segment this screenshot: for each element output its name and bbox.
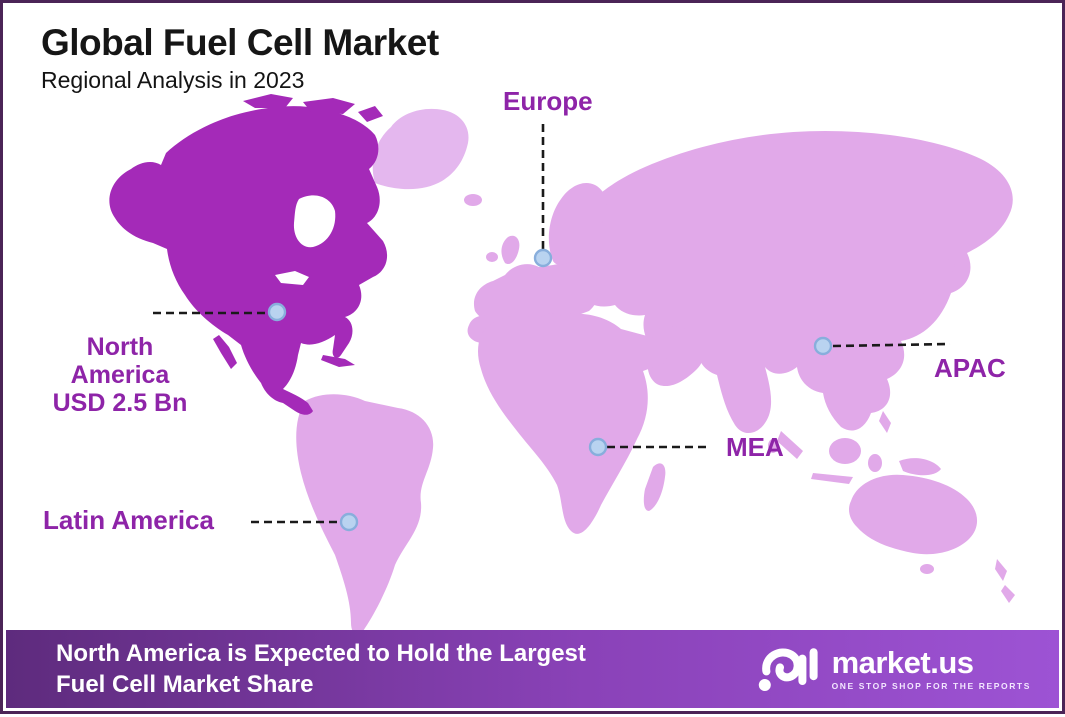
region-label-apac: APAC bbox=[934, 353, 1006, 383]
region-japan bbox=[918, 259, 955, 310]
region-arabia bbox=[647, 326, 704, 387]
region-java bbox=[811, 473, 853, 484]
region-tasmania bbox=[920, 564, 934, 574]
region-europe-mainland bbox=[473, 263, 598, 324]
region-iceland bbox=[464, 194, 482, 206]
marketus-logo-text: market.us ONE STOP SHOP FOR THE REPORTS bbox=[831, 644, 1031, 691]
region-asia bbox=[559, 131, 1013, 434]
region-new-zealand bbox=[995, 559, 1015, 603]
region-australia bbox=[849, 474, 978, 555]
region-label-mea: MEA bbox=[726, 432, 784, 462]
world-map bbox=[109, 94, 1015, 635]
north-america-name: North America bbox=[70, 333, 170, 389]
page-subtitle: Regional Analysis in 2023 bbox=[41, 67, 305, 93]
logo-tagline: ONE STOP SHOP FOR THE REPORTS bbox=[831, 680, 1031, 691]
region-caribbean bbox=[321, 355, 355, 367]
header: Global Fuel Cell Market Regional Analysi… bbox=[41, 21, 439, 94]
great-lakes bbox=[275, 271, 309, 285]
region-greenland bbox=[372, 108, 469, 190]
banner-line1: North America is Expected to Hold the La… bbox=[56, 640, 586, 667]
region-new-guinea bbox=[899, 458, 941, 476]
region-label-europe: Europe bbox=[503, 86, 593, 116]
marketus-logo-icon bbox=[758, 648, 818, 691]
marker-mea bbox=[588, 437, 608, 457]
banner-text: North America is Expected to Hold the La… bbox=[56, 638, 586, 700]
region-north-america bbox=[109, 106, 388, 415]
region-borneo bbox=[829, 438, 861, 464]
north-america-value: USD 2.5 Bn bbox=[52, 389, 188, 417]
region-philippines bbox=[879, 411, 891, 433]
marker-apac bbox=[813, 336, 833, 356]
hudson-bay bbox=[293, 195, 336, 248]
region-africa bbox=[478, 313, 668, 534]
marker-north-america bbox=[267, 302, 287, 322]
region-sumatra bbox=[777, 431, 803, 459]
region-arctic-islands bbox=[243, 94, 383, 122]
region-south-america bbox=[296, 394, 434, 635]
leader-line-apac bbox=[832, 342, 951, 348]
page-title: Global Fuel Cell Market bbox=[41, 22, 439, 63]
marketus-logo: market.us ONE STOP SHOP FOR THE REPORTS bbox=[756, 642, 1031, 696]
marker-europe bbox=[533, 248, 553, 268]
banner-line2: Fuel Cell Market Share bbox=[56, 671, 314, 698]
marker-latin-america bbox=[339, 512, 359, 532]
region-uk bbox=[501, 235, 520, 265]
region-scandinavia bbox=[548, 182, 607, 265]
region-sri-lanka bbox=[768, 439, 778, 453]
region-baja bbox=[213, 335, 237, 369]
logo-name: market.us bbox=[831, 644, 974, 680]
region-label-north-america: North America USD 2.5 Bn bbox=[44, 333, 196, 417]
region-label-latin-america: Latin America bbox=[43, 505, 214, 535]
region-sulawesi bbox=[868, 454, 882, 472]
footer-banner: North America is Expected to Hold the La… bbox=[6, 630, 1059, 708]
region-ireland bbox=[486, 252, 498, 262]
region-madagascar bbox=[643, 463, 666, 511]
